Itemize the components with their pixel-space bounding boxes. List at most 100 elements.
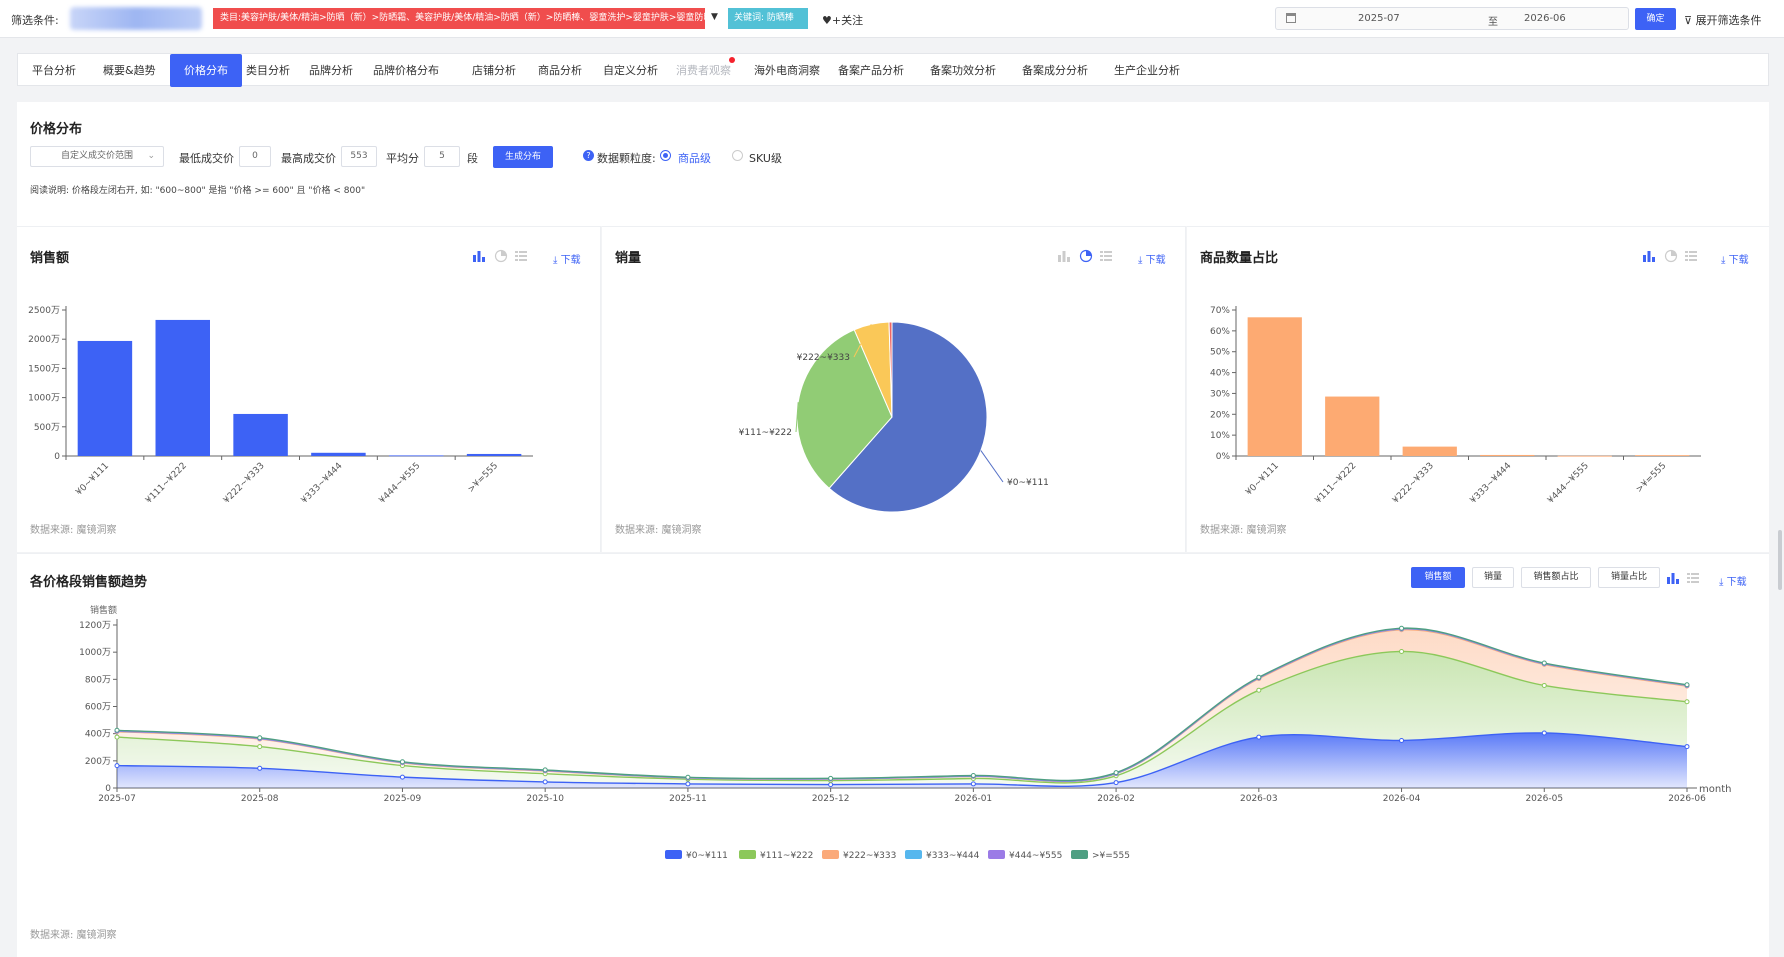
x-tick-label: 2026-04 xyxy=(1383,794,1421,804)
date-range-picker[interactable]: 2025-07 至 2026-06 xyxy=(1275,7,1629,30)
segments-input[interactable]: 5 xyxy=(424,146,460,167)
x-tick-label: >¥=555 xyxy=(1634,461,1668,495)
metric-sales-share-button[interactable]: 销售额占比 xyxy=(1521,567,1591,588)
bar-chart-icon[interactable] xyxy=(1642,249,1656,263)
min-price-input[interactable]: 0 xyxy=(239,146,271,167)
bar xyxy=(155,319,210,456)
keyword-filter-tag[interactable]: 关键词: 防晒棒 xyxy=(728,8,808,29)
calendar-icon xyxy=(1286,13,1296,23)
tab-3[interactable]: 类目分析 xyxy=(246,54,290,87)
price-range-select[interactable]: 自定义成交价范围 ⌄ xyxy=(30,146,164,167)
tab-label: 生产企业分析 xyxy=(1114,64,1180,77)
option-product-label[interactable]: 商品级 xyxy=(678,152,711,165)
x-tick-label: ¥333~¥444 xyxy=(300,461,345,506)
download-icon: ⤓ xyxy=(553,255,561,266)
tab-label: 消费者观察 xyxy=(676,64,731,77)
y-tick-label: 1000万 xyxy=(79,648,111,658)
data-point xyxy=(1256,674,1262,680)
data-point xyxy=(685,774,691,780)
area-2 xyxy=(117,629,1687,783)
y-tick-label: 1500万 xyxy=(28,364,60,374)
x-tick-label: ¥0~¥111 xyxy=(1244,461,1281,498)
bar-chart-icon[interactable] xyxy=(1666,571,1680,585)
tab-9[interactable]: 消费者观察 xyxy=(676,54,735,87)
data-point xyxy=(828,775,834,781)
tab-6[interactable]: 店铺分析 xyxy=(472,54,516,87)
blurred-filter-chip[interactable] xyxy=(70,7,202,30)
tab-2[interactable]: 价格分布 xyxy=(170,54,242,87)
tab-1[interactable]: 概要&趋势 xyxy=(103,54,156,87)
data-point xyxy=(114,763,120,769)
metric-sales-amount-button[interactable]: 销售额 xyxy=(1411,567,1465,588)
pie-chart-icon[interactable] xyxy=(494,249,508,263)
x-tick-label: 2025-08 xyxy=(241,794,279,804)
page-scrollbar[interactable] xyxy=(1778,530,1782,590)
expand-filters-button[interactable]: ⊽ 展开筛选条件 xyxy=(1684,12,1762,28)
confirm-button[interactable]: 确定 xyxy=(1635,8,1676,30)
tab-8[interactable]: 自定义分析 xyxy=(603,54,658,87)
bar xyxy=(1402,446,1457,456)
table-view-icon[interactable] xyxy=(1099,249,1113,263)
category-filter-tag[interactable]: 类目:美容护肤/美体/精油>防晒（新）>防晒霜、美容护肤/美体/精油>防晒（新）… xyxy=(213,8,705,29)
analysis-tabs: 平台分析 概要&趋势 价格分布 类目分析 品牌分析 品牌价格分布 店铺分析 商品分析 自定义分析… xyxy=(17,53,1769,87)
legend-label: ¥222~¥333 xyxy=(843,851,896,861)
table-view-icon[interactable] xyxy=(1686,571,1700,585)
x-tick-label: ¥222~¥333 xyxy=(1391,461,1436,506)
download-button[interactable]: ⤓ 下载 xyxy=(1138,251,1166,266)
segments-label: 平均分 xyxy=(386,152,419,165)
caret-down-icon[interactable]: ▼ xyxy=(711,12,718,22)
table-view-icon[interactable] xyxy=(1684,249,1698,263)
data-point xyxy=(970,781,976,787)
tab-11[interactable]: 备案产品分析 xyxy=(838,54,904,87)
date-end[interactable]: 2026-06 xyxy=(1524,13,1566,24)
radio-sku-level[interactable] xyxy=(732,150,743,161)
pie-chart-icon[interactable] xyxy=(1664,249,1678,263)
bar xyxy=(233,413,288,456)
max-price-input[interactable]: 553 xyxy=(341,146,377,167)
pie-chart-icon[interactable] xyxy=(1079,249,1093,263)
data-source: 数据来源: 魔镜洞察 xyxy=(615,525,702,536)
option-sku-label[interactable]: SKU级 xyxy=(749,152,782,165)
y-tick-label: 2000万 xyxy=(28,335,60,345)
bar-chart-icon[interactable] xyxy=(1057,249,1071,263)
pie-label: ¥0~¥111 xyxy=(1007,478,1049,488)
tab-0[interactable]: 平台分析 xyxy=(32,54,76,87)
data-point xyxy=(1541,682,1547,688)
table-view-icon[interactable] xyxy=(514,249,528,263)
tab-10[interactable]: 海外电商洞察 xyxy=(754,54,820,87)
data-point xyxy=(1256,687,1262,693)
panel-title: 销售额 xyxy=(30,251,70,266)
tab-label: 品牌价格分布 xyxy=(373,64,439,77)
bar-chart-icon[interactable] xyxy=(472,249,486,263)
panel-title: 商品数量占比 xyxy=(1200,251,1279,266)
date-start[interactable]: 2025-07 xyxy=(1358,13,1400,24)
download-label: 下载 xyxy=(560,255,581,266)
follow-button[interactable]: ♥+关注 xyxy=(822,14,864,27)
x-tick-label: 2025-10 xyxy=(526,794,564,804)
generate-distribution-button[interactable]: 生成分布 xyxy=(493,146,553,168)
download-button[interactable]: ⤓ 下载 xyxy=(553,251,581,266)
download-button[interactable]: ⤓ 下载 xyxy=(1721,251,1749,266)
tab-7[interactable]: 商品分析 xyxy=(538,54,582,87)
radio-product-level[interactable] xyxy=(660,150,671,161)
tab-5[interactable]: 品牌价格分布 xyxy=(373,54,439,87)
tab-13[interactable]: 备案成分分析 xyxy=(1022,54,1088,87)
reading-note: 阅读说明: 价格段左闭右开, 如: "600~800" 是指 "价格 >= 60… xyxy=(30,186,366,196)
x-tick-label: 2026-02 xyxy=(1097,794,1135,804)
bar xyxy=(466,453,522,456)
bar xyxy=(311,452,366,456)
tab-label: 类目分析 xyxy=(246,64,290,77)
metric-volume-button[interactable]: 销量 xyxy=(1472,567,1514,588)
metric-volume-share-button[interactable]: 销量占比 xyxy=(1598,567,1660,588)
data-source: 数据来源: 魔镜洞察 xyxy=(30,930,117,941)
help-icon[interactable]: ? xyxy=(583,150,594,161)
data-point xyxy=(1399,737,1405,743)
price-trend-panel: 各价格段销售额趋势 销售额 销量 销售额占比 销量占比 ⤓ 下载 销售额 0 200… xyxy=(17,553,1769,957)
tab-12[interactable]: 备案功效分析 xyxy=(930,54,996,87)
tab-14[interactable]: 生产企业分析 xyxy=(1114,54,1180,87)
download-button[interactable]: ⤓ 下载 xyxy=(1719,573,1747,588)
x-tick-label: ¥444~¥555 xyxy=(378,461,423,506)
price-trend-area-chart: 销售额 0 200万 400万 600万 800万 1000万 1200万 month 2025-… xyxy=(79,604,1731,861)
tab-label: 商品分析 xyxy=(538,64,582,77)
tab-4[interactable]: 品牌分析 xyxy=(309,54,353,87)
